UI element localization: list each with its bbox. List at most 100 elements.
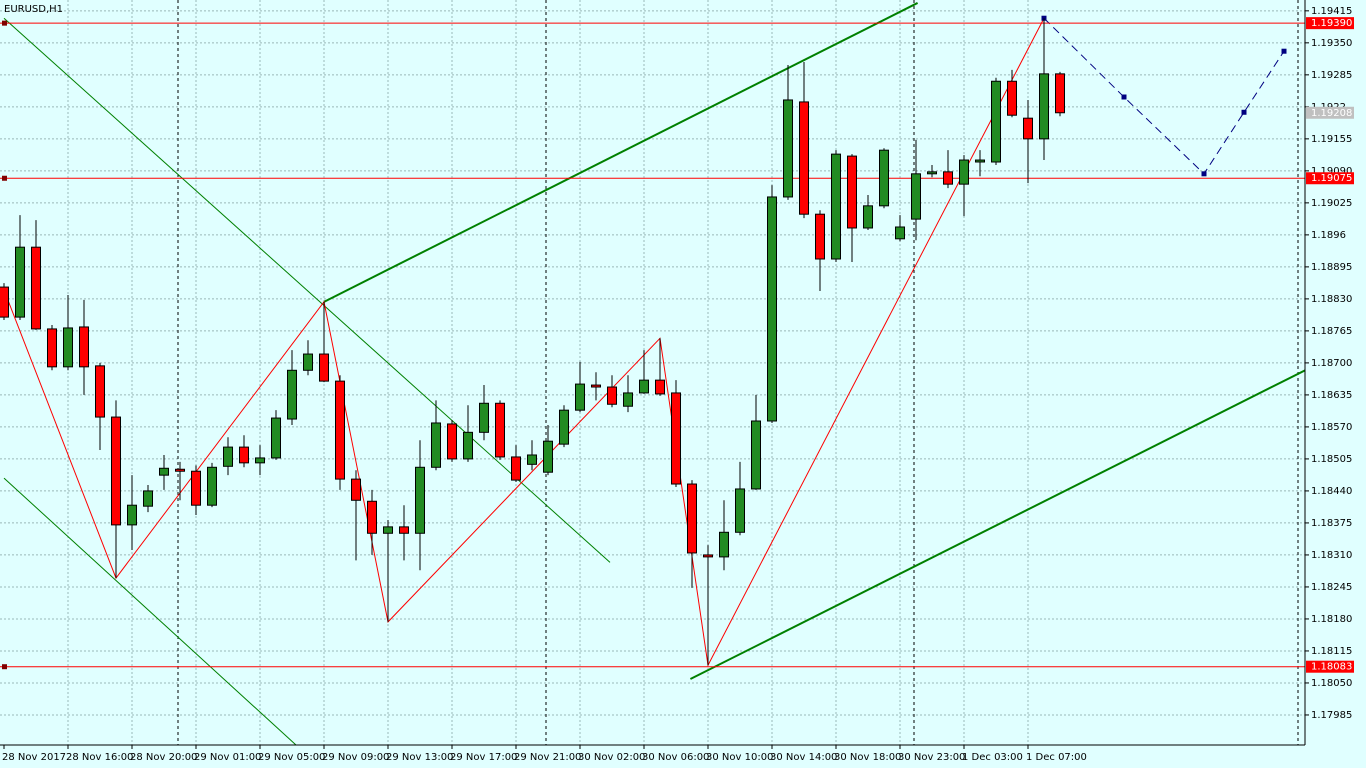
x-tick-label: 30 Nov 06:00: [642, 752, 709, 763]
y-tick-label: 1.19155: [1311, 134, 1352, 145]
y-tick-label: 1.19415: [1311, 6, 1352, 17]
candle-body: [447, 423, 457, 460]
candle-body: [495, 402, 505, 458]
y-tick-label: 1.19350: [1311, 38, 1352, 49]
candle-body: [639, 379, 649, 394]
y-tick-label: 1.19025: [1311, 198, 1352, 209]
candle-body: [463, 431, 473, 460]
candle-body: [111, 416, 121, 526]
candle-body: [431, 422, 441, 468]
candle-body: [815, 213, 825, 260]
candle-body: [95, 365, 105, 418]
x-tick-label: 30 Nov 14:00: [770, 752, 837, 763]
candle-body: [319, 353, 329, 382]
candle-body: [47, 328, 57, 368]
grid: [0, 0, 1305, 745]
candle-body: [687, 483, 697, 554]
y-tick-label: 1.18505: [1311, 454, 1352, 465]
y-tick-label: 1.18245: [1311, 582, 1352, 593]
candle-body: [303, 353, 313, 371]
candle-body: [415, 466, 425, 534]
y-tick-label: 1.18375: [1311, 518, 1352, 529]
candle-body: [671, 392, 681, 485]
level-anchor: [2, 664, 7, 670]
candle-body: [975, 159, 985, 163]
candle-body: [223, 446, 233, 467]
candle-body: [63, 327, 73, 368]
candle-body: [607, 386, 617, 405]
candle-body: [655, 379, 665, 395]
period-separators: [177, 0, 1299, 745]
candle-body: [831, 153, 841, 260]
trendline: [3, 17, 611, 563]
candles: [0, 18, 1065, 666]
y-tick-label: 1.18050: [1311, 678, 1352, 689]
candle-body: [0, 286, 9, 318]
x-tick-label: 29 Nov 13:00: [386, 752, 453, 763]
x-tick-label: 30 Nov 02:00: [578, 752, 645, 763]
x-tick-label: 30 Nov 23:00: [898, 752, 965, 763]
candle-body: [31, 246, 41, 330]
trendline: [3, 477, 297, 745]
current-price-box: [1306, 106, 1354, 119]
projection-point: [1121, 94, 1127, 100]
y-tick-label: 1.17985: [1311, 710, 1352, 721]
candle-body: [175, 468, 185, 472]
candle-body: [479, 402, 489, 433]
candle-body: [159, 467, 169, 476]
candle-body: [207, 466, 217, 506]
x-tick-label: 28 Nov 20:00: [130, 752, 197, 763]
candle-body: [991, 80, 1001, 163]
y-tick-label: 1.18440: [1311, 486, 1352, 497]
trendline: [323, 2, 919, 303]
candle-body: [287, 369, 297, 420]
x-tick-label: 1 Dec 07:00: [1026, 752, 1087, 763]
candle-body: [591, 384, 601, 388]
x-tick-label: 30 Nov 10:00: [706, 752, 773, 763]
candle-body: [399, 526, 409, 534]
candle-body: [847, 155, 857, 229]
candle-body: [767, 196, 777, 422]
candle-body: [351, 478, 361, 501]
candle-body: [863, 205, 873, 229]
candle-body: [527, 454, 537, 465]
x-tick-label: 1 Dec 03:00: [962, 752, 1023, 763]
chart-title: EURUSD,H1: [4, 4, 63, 15]
x-tick-label: 29 Nov 05:00: [258, 752, 325, 763]
candle-body: [927, 171, 937, 175]
candle-body: [719, 531, 729, 558]
candle-body: [191, 470, 201, 506]
y-tick-label: 1.18635: [1311, 390, 1352, 401]
level-label: 1.18083: [1311, 662, 1352, 673]
candle-body: [623, 392, 633, 407]
y-tick-label: 1.18895: [1311, 262, 1352, 273]
candle-body: [783, 99, 793, 198]
candle-body: [383, 526, 393, 534]
x-tick-label: 29 Nov 09:00: [322, 752, 389, 763]
candle-body: [1055, 73, 1065, 114]
candle-body: [1007, 80, 1017, 116]
x-tick-label: 29 Nov 01:00: [194, 752, 261, 763]
candle-body: [895, 226, 905, 240]
current-price-label: 1.19208: [1311, 108, 1352, 119]
candle-body: [575, 383, 585, 411]
candle-body: [751, 420, 761, 490]
x-tick-label: 29 Nov 17:00: [450, 752, 517, 763]
y-tick-label: 1.18570: [1311, 422, 1352, 433]
trendline: [689, 369, 1305, 680]
projection-point: [1241, 109, 1247, 115]
y-tick-label: 1.18765: [1311, 326, 1352, 337]
x-tick-label: 28 Nov 16:00: [66, 752, 133, 763]
x-tick-label: 30 Nov 18:00: [834, 752, 901, 763]
y-tick-label: 1.18115: [1311, 646, 1352, 657]
candle-body: [559, 409, 569, 445]
candle-body: [1023, 117, 1033, 140]
candle-body: [943, 171, 953, 185]
candle-body: [143, 490, 153, 507]
candle-body: [15, 246, 25, 318]
candle-body: [271, 417, 281, 459]
candle-body: [799, 101, 809, 215]
y-tick-label: 1.1896: [1311, 230, 1346, 241]
